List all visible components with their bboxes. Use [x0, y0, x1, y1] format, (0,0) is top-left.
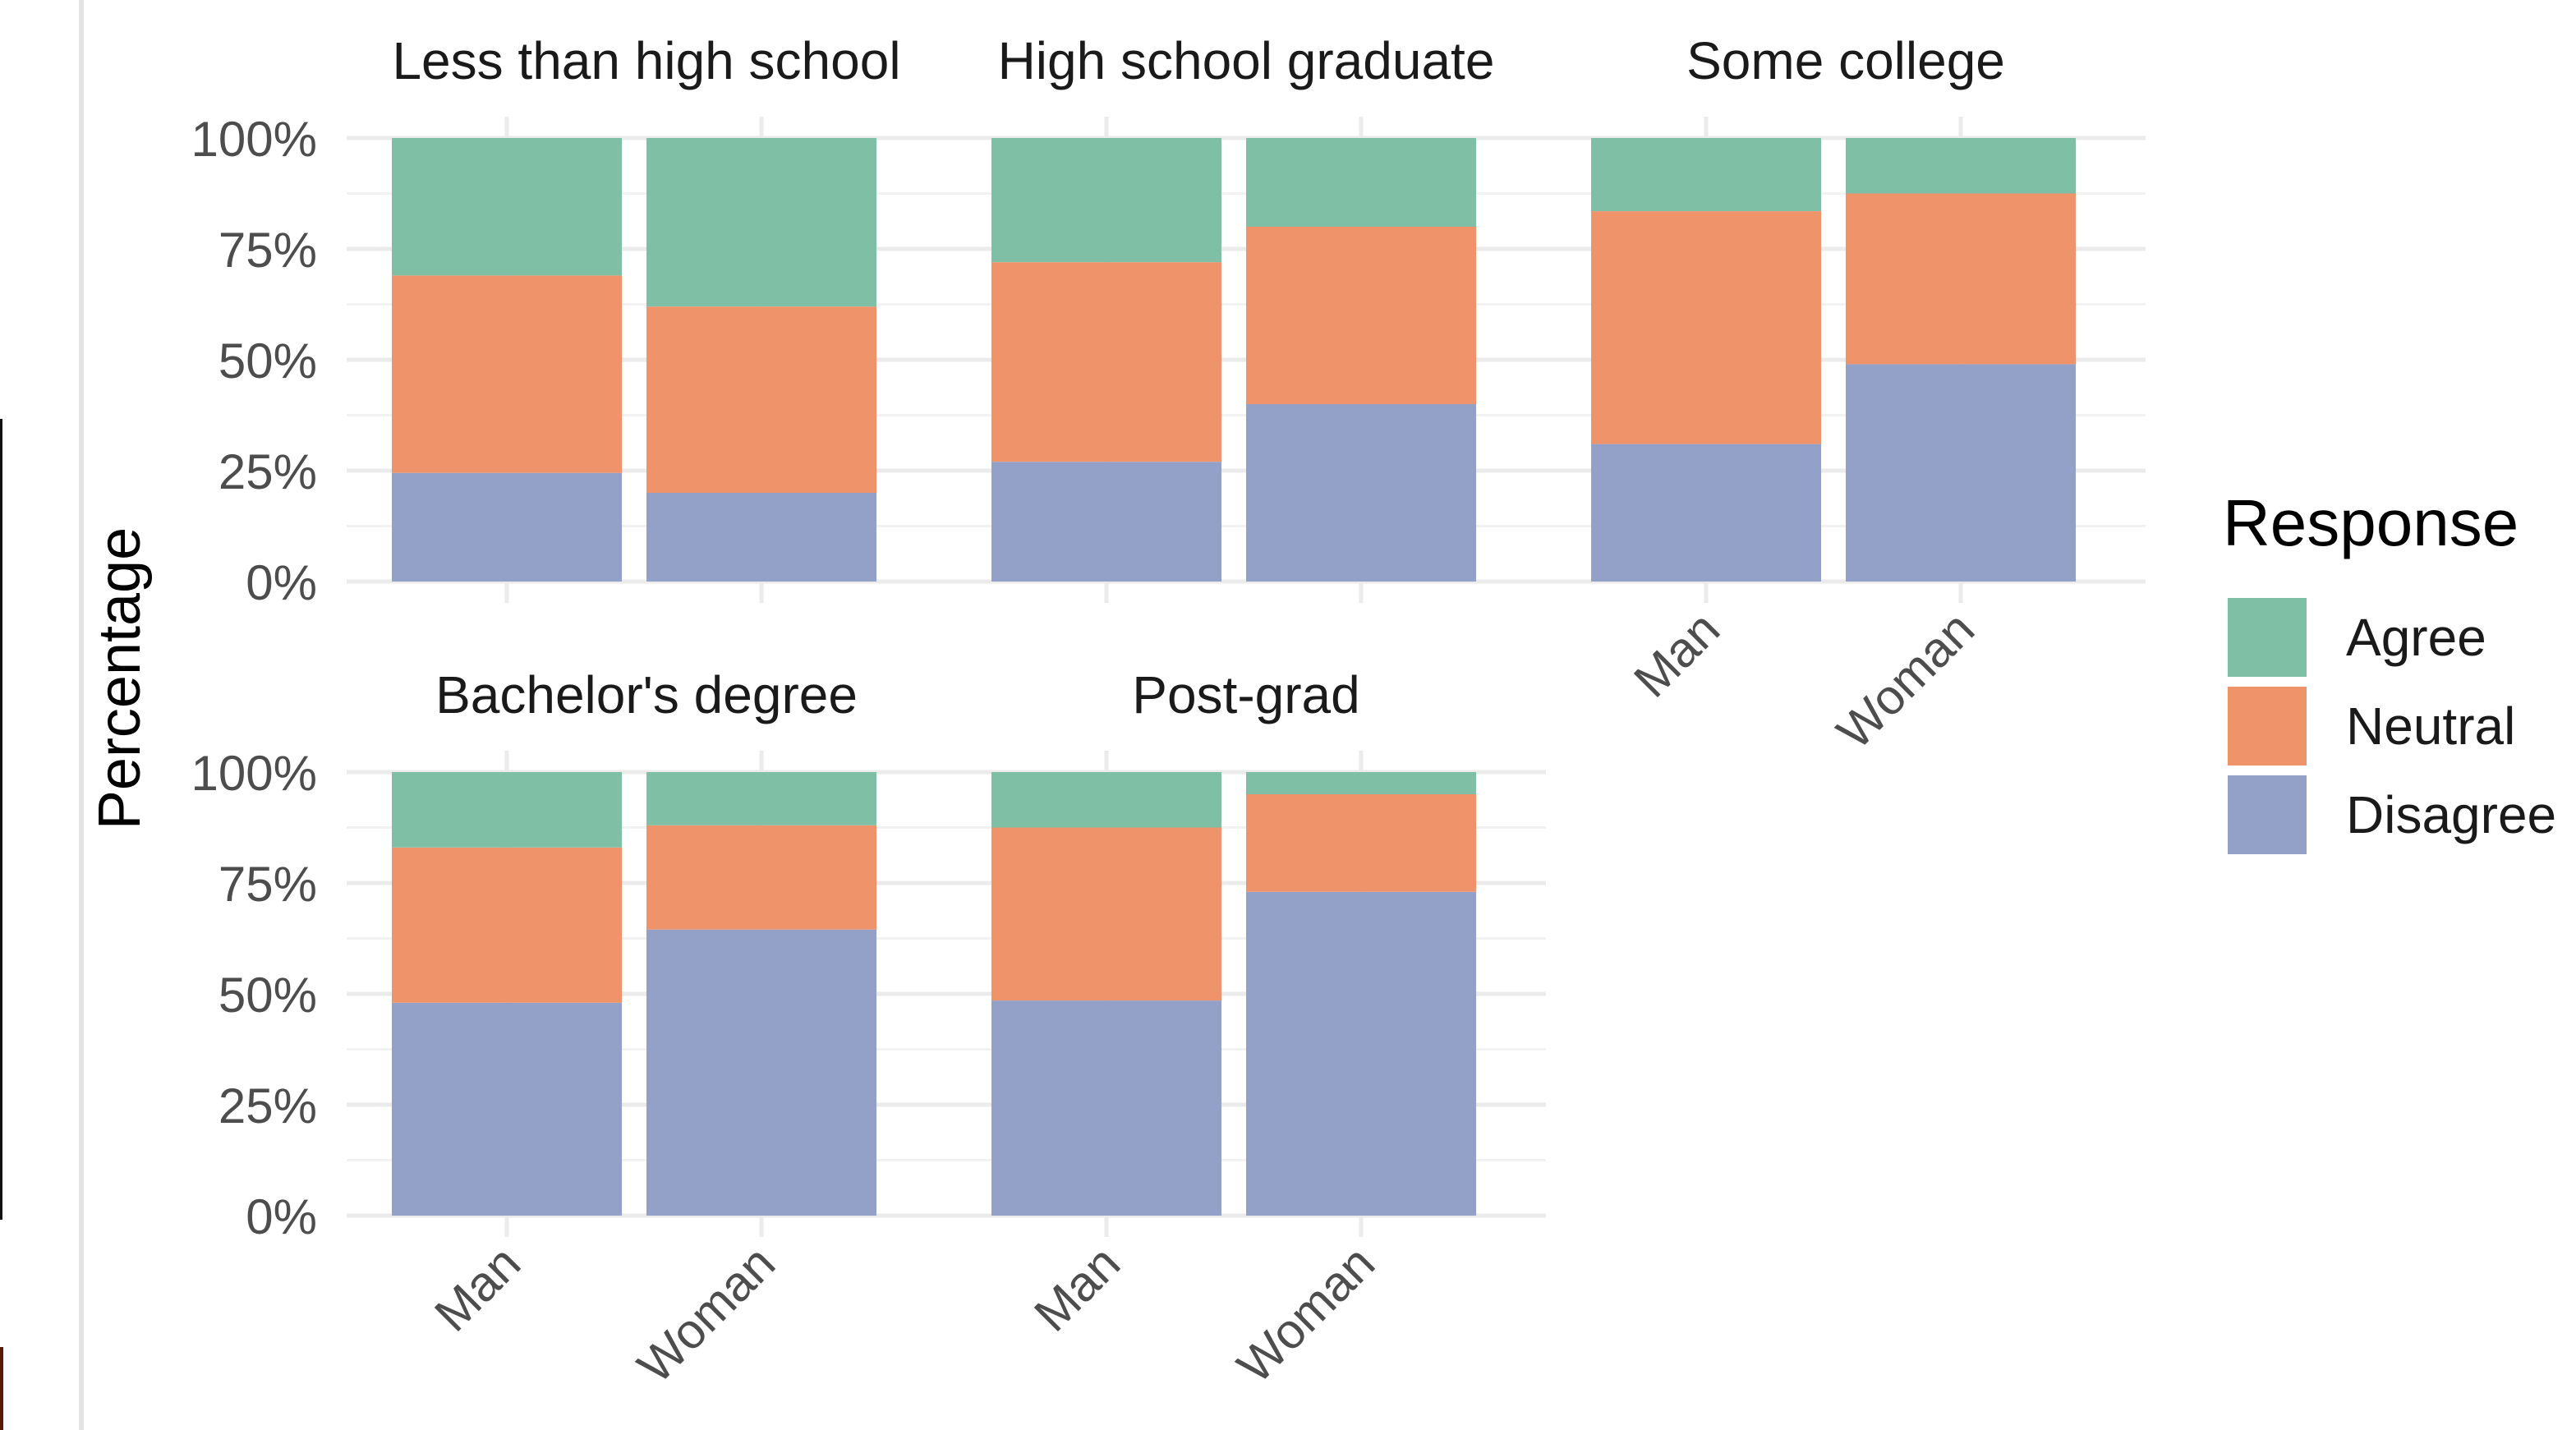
bar-segment-neutral [991, 827, 1221, 1001]
panel-title: Less than high school [392, 31, 900, 90]
y-tick-label: 50% [218, 333, 317, 389]
bar-segment-agree [392, 772, 622, 848]
y-tick-label: 0% [246, 1189, 317, 1244]
page-decoration [0, 0, 84, 1430]
bar-segment-agree [646, 138, 876, 307]
bar-segment-disagree [392, 472, 622, 582]
bar-segment-neutral [1246, 794, 1476, 892]
legend-label-disagree: Disagree [2346, 785, 2556, 844]
legend-swatch-agree [2228, 598, 2307, 677]
panel-title: High school graduate [998, 31, 1495, 90]
bar-segment-disagree [991, 462, 1221, 582]
facet-panel: Bachelor's degree 0% 25% 50% 75% 100% Man Woman [191, 665, 946, 1394]
y-tick-label: 100% [191, 112, 317, 167]
y-tick-label: 75% [218, 223, 317, 278]
bar-segment-agree [1246, 772, 1476, 794]
legend-label-agree: Agree [2346, 608, 2486, 667]
bar-segment-disagree [1246, 891, 1476, 1216]
bar-segment-disagree [991, 1000, 1221, 1216]
y-tick-label: 25% [218, 444, 317, 499]
bar-segment-disagree [646, 493, 876, 582]
bar-segment-disagree [1591, 444, 1821, 582]
bar-segment-neutral [646, 825, 876, 930]
panel-title: Some college [1686, 31, 2005, 90]
y-tick-label: 0% [246, 555, 317, 610]
bar-segment-agree [991, 772, 1221, 828]
x-tick-label: Man [1024, 1235, 1130, 1342]
facet-panel: Some college Man Woman [1546, 31, 2146, 760]
bar-segment-neutral [646, 306, 876, 493]
bar-segment-agree [991, 138, 1221, 263]
bar-segment-neutral [392, 275, 622, 473]
bar-segment-neutral [392, 847, 622, 1003]
y-axis-title: Percentage [87, 527, 153, 830]
y-tick-label: 25% [218, 1078, 317, 1133]
bar-segment-agree [1246, 138, 1476, 227]
x-tick-label: Woman [1226, 1235, 1385, 1394]
legend-label-neutral: Neutral [2346, 697, 2515, 756]
x-tick-label: Man [1623, 601, 1730, 708]
x-tick-label: Man [424, 1235, 531, 1342]
y-tick-label: 100% [191, 746, 317, 801]
y-tick-label: 50% [218, 968, 317, 1023]
panel-title: Post-grad [1132, 665, 1359, 724]
panel-title: Bachelor's degree [435, 665, 858, 724]
bar-segment-agree [646, 772, 876, 825]
bar-segment-agree [1591, 138, 1821, 212]
facet-panels: Less than high school 0% 25% 50% 75% 100% High… [191, 31, 2146, 1394]
legend-swatch-disagree [2228, 775, 2307, 854]
bar-segment-disagree [1246, 404, 1476, 582]
bar-segment-agree [392, 138, 622, 276]
bar-segment-neutral [1591, 211, 1821, 444]
bar-segment-neutral [1246, 227, 1476, 404]
facet-panel: High school graduate [946, 31, 1546, 603]
y-axis-title-group: Percentage [87, 527, 153, 830]
legend-title: Response [2223, 486, 2518, 559]
bar-segment-neutral [991, 262, 1221, 462]
y-tick-label: 75% [218, 857, 317, 912]
bar-segment-disagree [392, 1002, 622, 1216]
facet-panel: Post-grad Man Woman [946, 665, 1546, 1394]
bar-segment-agree [1846, 138, 2076, 194]
x-tick-label: Woman [1826, 601, 1985, 760]
bar-segment-neutral [1846, 193, 2076, 365]
bar-segment-disagree [646, 929, 876, 1216]
x-tick-label: Woman [627, 1235, 785, 1394]
legend: Response Agree Neutral Disagree [2223, 486, 2556, 854]
bar-segment-disagree [1846, 364, 2076, 582]
legend-swatch-neutral [2228, 687, 2307, 766]
facet-panel: Less than high school 0% 25% 50% 75% 100% [191, 31, 946, 610]
